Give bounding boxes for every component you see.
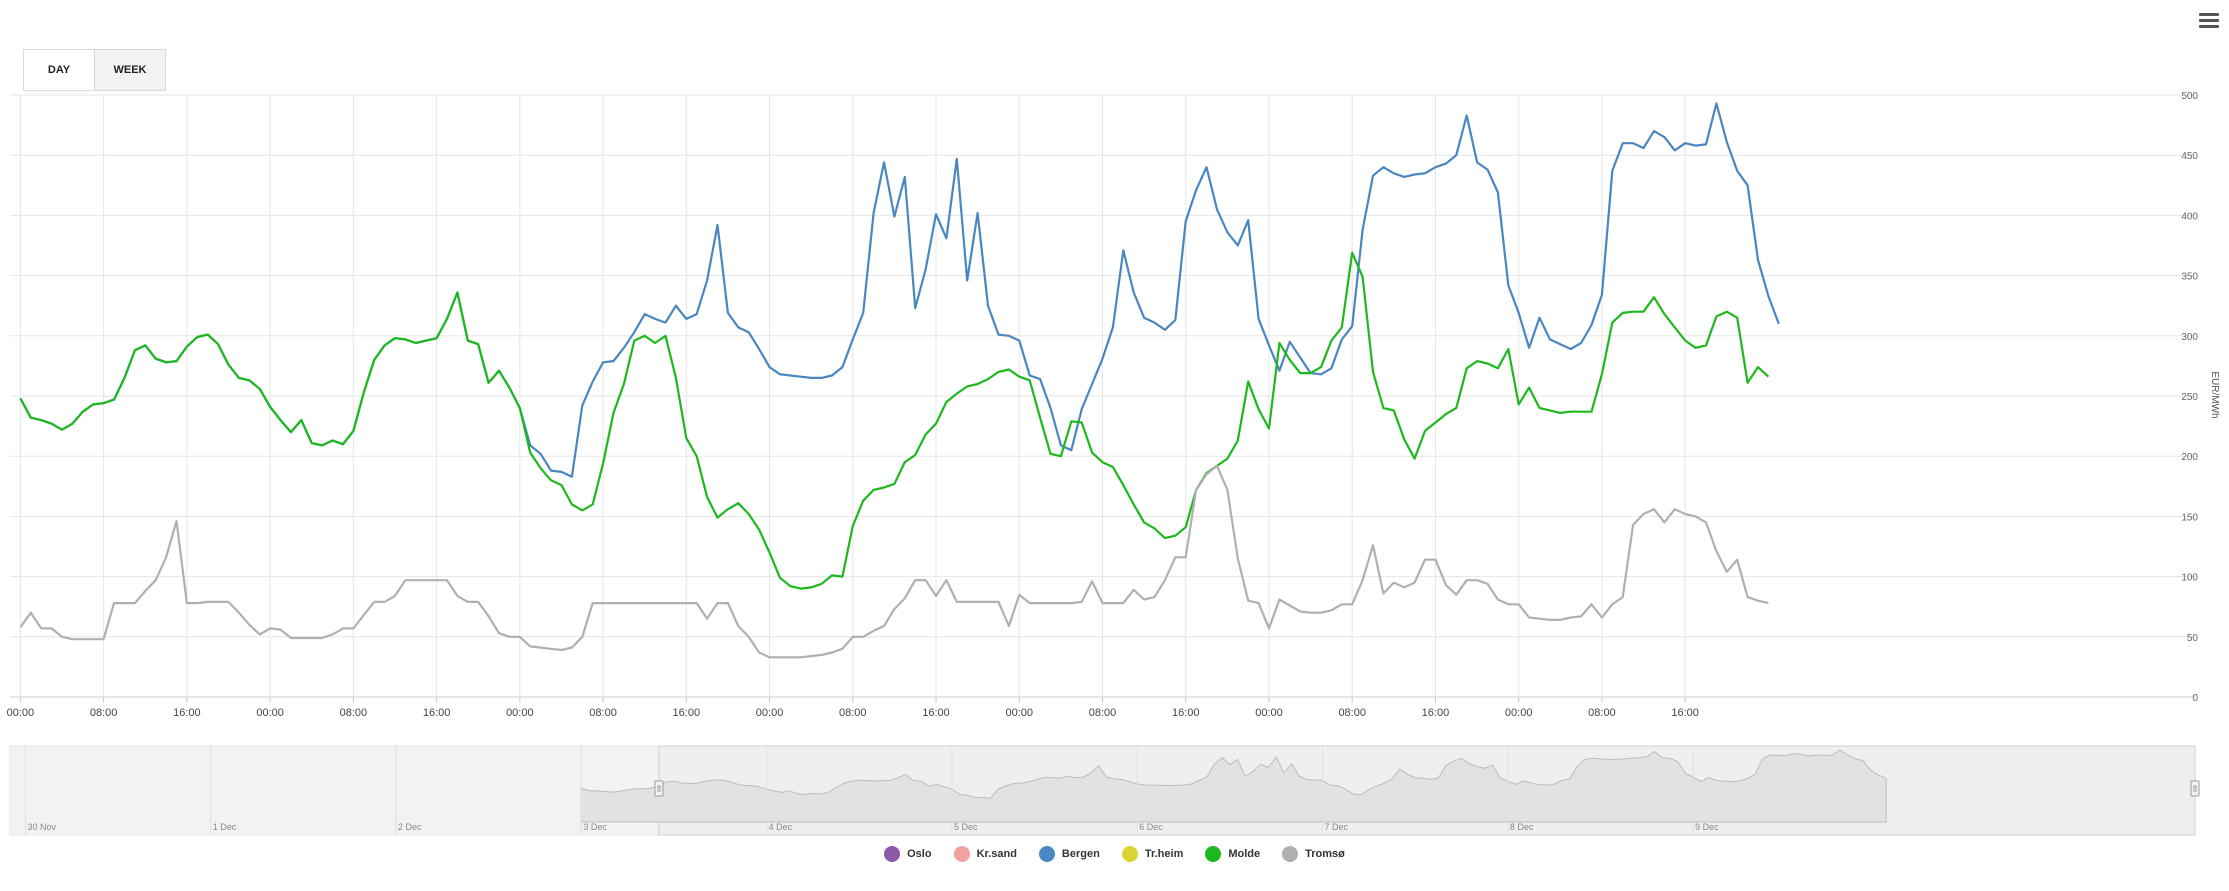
- legend-item-kr-sand[interactable]: Kr.sand: [953, 846, 1017, 862]
- navigator-date-label: 8 Dec: [1510, 822, 1534, 832]
- y-tick-label: 100: [2181, 573, 2198, 584]
- legend-label: Tromsø: [1305, 848, 1345, 860]
- legend-item-molde[interactable]: Molde: [1205, 846, 1260, 862]
- legend-label: Kr.sand: [976, 848, 1017, 860]
- navigator-series-area: [580, 749, 1887, 823]
- x-tick-label: 00:00: [1505, 707, 1533, 719]
- navigator-handle-right[interactable]: [2190, 780, 2200, 797]
- x-tick-label: 00:00: [1005, 707, 1033, 719]
- y-tick-label: 350: [2181, 272, 2198, 283]
- legend-item-bergen[interactable]: Bergen: [1038, 846, 1100, 862]
- navigator-handle-left[interactable]: [654, 780, 664, 797]
- x-tick-label: 08:00: [1338, 707, 1366, 719]
- legend-item-oslo[interactable]: Oslo: [884, 846, 932, 862]
- x-tick-label: 08:00: [1089, 707, 1117, 719]
- chart-series: [19, 102, 1780, 659]
- navigator-date-label: 4 Dec: [769, 822, 793, 832]
- x-tick-label: 16:00: [1422, 707, 1450, 719]
- x-tick-label: 00:00: [1255, 707, 1283, 719]
- week-button[interactable]: WEEK: [94, 49, 166, 91]
- y-tick-label: 200: [2181, 452, 2198, 463]
- y-tick-label: 300: [2181, 332, 2198, 343]
- x-tick-label: 08:00: [589, 707, 617, 719]
- x-tick-label: 16:00: [1172, 707, 1200, 719]
- legend-swatch: [1121, 846, 1138, 862]
- y-tick-label: 400: [2181, 211, 2198, 222]
- legend-item-troms-[interactable]: Tromsø: [1282, 846, 1345, 862]
- y-tick-label: 150: [2181, 512, 2198, 523]
- navigator-date-label: 6 Dec: [1139, 822, 1163, 832]
- x-tick-label: 16:00: [1671, 707, 1699, 719]
- y-tick-label: 500: [2181, 91, 2198, 102]
- range-navigator[interactable]: 30 Nov 1 Dec 2 Dec 3 Dec 4 Dec 5 Dec 6 Dec 7 De…: [9, 745, 2200, 836]
- hamburger-menu-icon[interactable]: [2197, 10, 2221, 34]
- y-axis-label: EUR/MWh: [2209, 371, 2220, 418]
- y-tick-label: 0: [2192, 693, 2198, 704]
- legend-label: Oslo: [907, 848, 932, 860]
- x-tick-label: 00:00: [506, 707, 534, 719]
- x-tick-label: 00:00: [256, 707, 284, 719]
- x-tick-label: 08:00: [90, 707, 118, 719]
- x-tick-label: 08:00: [839, 707, 867, 719]
- navigator-date-label: 5 Dec: [954, 822, 978, 832]
- legend-swatch: [1282, 846, 1299, 862]
- legend-label: Bergen: [1061, 848, 1100, 860]
- navigator-date-label: 2 Dec: [398, 822, 422, 832]
- navigator-date-label: 1 Dec: [213, 822, 237, 832]
- navigator-date-label: 30 Nov: [27, 822, 56, 832]
- y-tick-label: 250: [2181, 392, 2198, 403]
- chart-legend: Oslo Kr.sand Bergen Tr.heim Molde Tromsø: [0, 846, 2229, 862]
- legend-swatch: [953, 846, 970, 862]
- x-tick-label: 08:00: [340, 707, 368, 719]
- y-axis-ticks: 0 50 100 150 200 250 300 350 400 450 500: [2181, 91, 2198, 704]
- chart-grid: [10, 94, 2195, 703]
- x-tick-label: 16:00: [673, 707, 701, 719]
- x-tick-label: 08:00: [1588, 707, 1616, 719]
- navigator-date-label: 7 Dec: [1325, 822, 1349, 832]
- legend-swatch: [1205, 846, 1222, 862]
- x-tick-label: 16:00: [922, 707, 950, 719]
- y-tick-label: 450: [2181, 151, 2198, 162]
- x-tick-label: 00:00: [7, 707, 35, 719]
- x-tick-label: 00:00: [756, 707, 784, 719]
- x-axis-ticks: 00:00 08:00 16:00 00:00 08:00 16:00 00:00 08:00…: [7, 707, 1699, 719]
- day-button[interactable]: DAY: [23, 49, 95, 91]
- x-tick-label: 16:00: [173, 707, 201, 719]
- y-tick-label: 50: [2187, 633, 2199, 644]
- x-tick-label: 16:00: [423, 707, 451, 719]
- navigator-date-label: 3 Dec: [583, 822, 607, 832]
- series-line-bergen[interactable]: [19, 102, 1780, 478]
- range-selector: DAY WEEK: [23, 49, 166, 91]
- legend-swatch: [1038, 846, 1055, 862]
- series-line-troms-[interactable]: [19, 464, 1769, 659]
- series-line-molde[interactable]: [19, 251, 1770, 590]
- legend-item-tr-heim[interactable]: Tr.heim: [1121, 846, 1184, 862]
- legend-swatch: [884, 846, 901, 862]
- navigator-mask-left: [10, 746, 659, 835]
- legend-label: Tr.heim: [1144, 848, 1184, 860]
- navigator-date-label: 9 Dec: [1695, 822, 1719, 832]
- legend-label: Molde: [1228, 848, 1261, 860]
